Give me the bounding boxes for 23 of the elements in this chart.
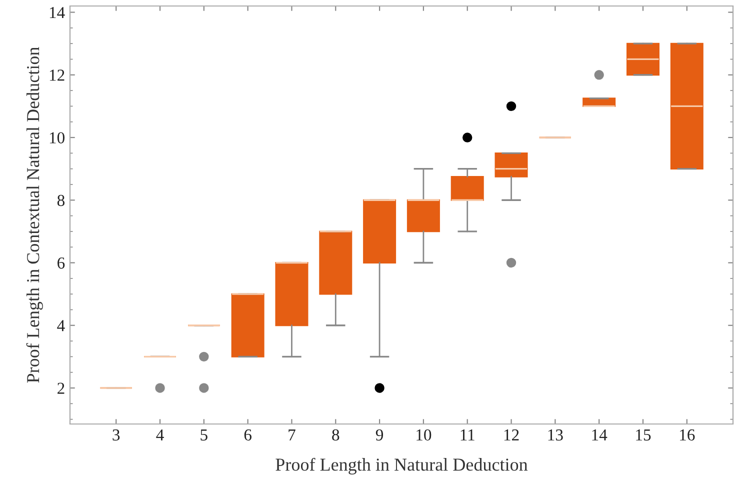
x-tick-label: 4 [156, 429, 164, 440]
x-tick-label: 8 [332, 429, 340, 441]
y-tick-label: 10 [50, 132, 65, 144]
y-tick-label: 12 [50, 70, 64, 81]
x-tick-label: 7 [288, 430, 296, 440]
x-tick-label: 15 [636, 429, 651, 441]
x-tick-label: 6 [244, 429, 252, 441]
y-axis-title: Proof Length in Contextual Natural Deduction [26, 47, 43, 383]
y-tick-label: 6 [58, 257, 65, 269]
y-tick-label: 14 [50, 7, 65, 18]
x-tick-label: 10 [416, 429, 432, 441]
y-tick-label: 4 [57, 320, 65, 332]
y-tick-label: 8 [57, 194, 65, 206]
x-axis-title: Proof Length in Natural Deduction [276, 458, 528, 474]
x-tick-label: 12 [504, 429, 519, 440]
x-tick-label: 16 [680, 429, 695, 441]
x-tick-label: 3 [112, 429, 120, 441]
x-tick-label: 5 [200, 430, 208, 441]
y-tick-label: 2 [58, 382, 64, 394]
x-tick-label: 13 [548, 429, 563, 441]
x-tick-label: 11 [460, 429, 474, 440]
x-tick-label: 14 [592, 429, 608, 440]
x-tick-label: 9 [376, 429, 384, 441]
